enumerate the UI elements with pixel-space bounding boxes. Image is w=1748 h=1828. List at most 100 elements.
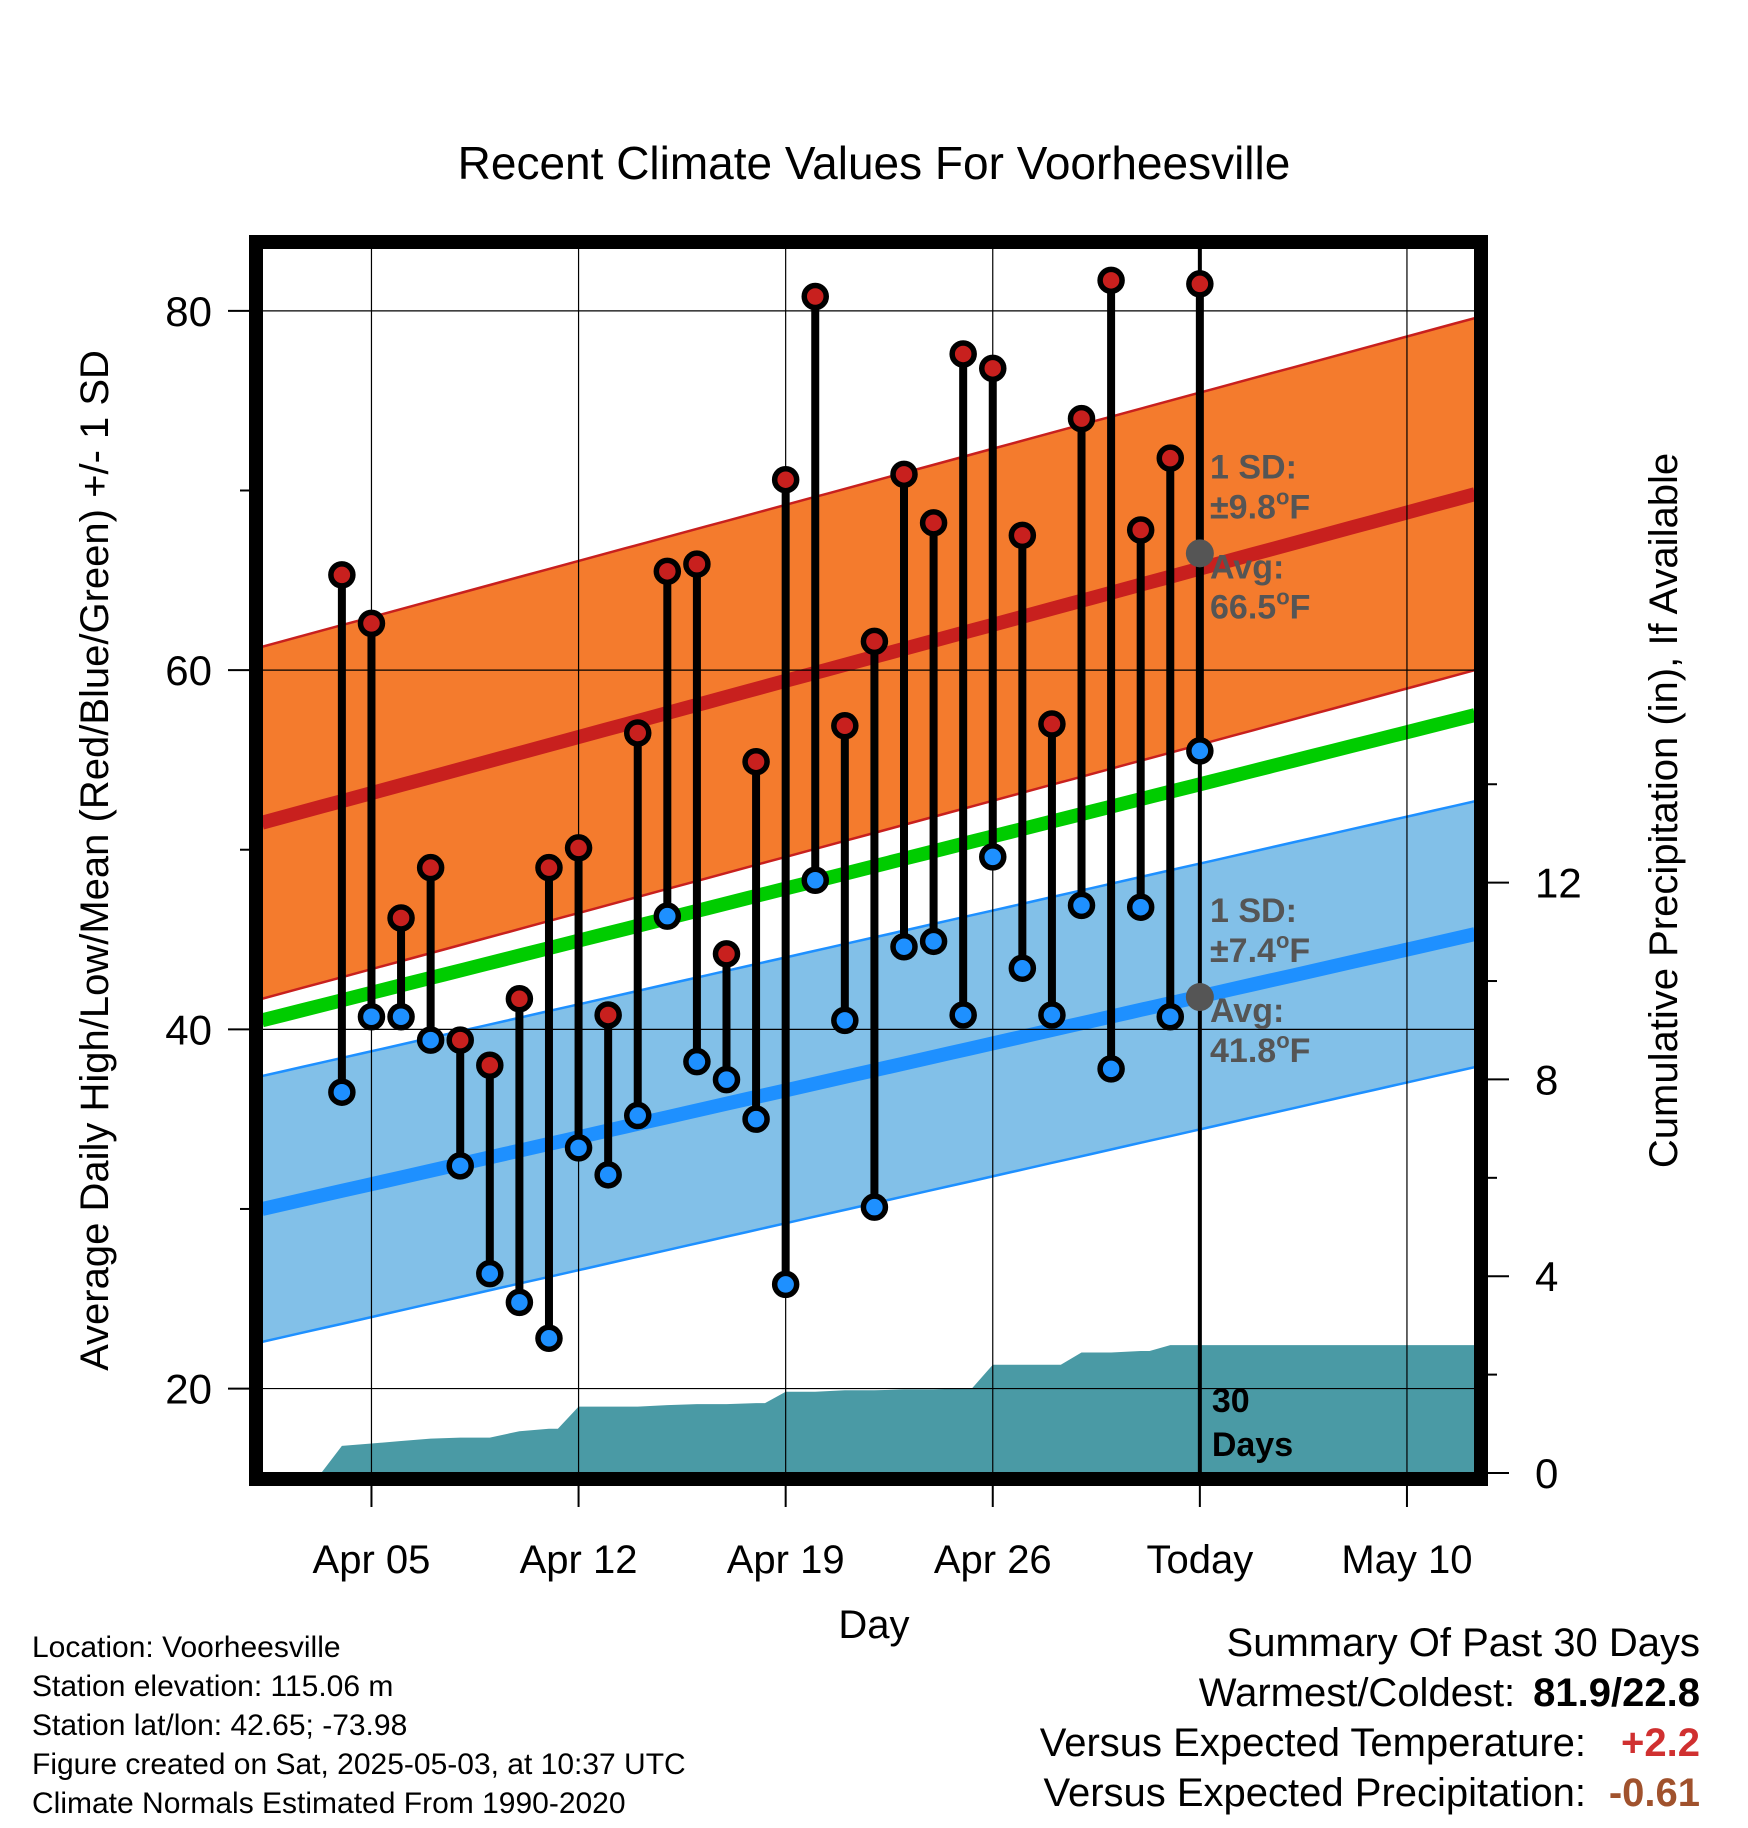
low-point <box>771 1270 800 1299</box>
precip-label: Versus Expected Precipitation: <box>1043 1771 1586 1815</box>
low-point <box>1126 893 1155 921</box>
high-point <box>416 853 445 882</box>
y-right-tick-label: 12 <box>1535 860 1582 907</box>
x-tick-label: Today <box>1146 1538 1253 1582</box>
high-point <box>831 712 859 740</box>
high-point <box>1008 521 1037 550</box>
high-point <box>949 340 977 368</box>
low-point <box>1186 737 1214 765</box>
warmest-label: Warmest/Coldest: <box>1198 1671 1516 1715</box>
y-right-tick-label: 4 <box>1535 1253 1558 1300</box>
summary-precip-row: Versus Expected Precipitation: -0.61 <box>1040 1768 1700 1818</box>
high-point <box>712 940 741 968</box>
low-avg-value: 41.8oF <box>1210 1028 1310 1070</box>
high-sd-upper-line <box>262 316 1475 649</box>
low-point <box>1156 1003 1185 1031</box>
low-point <box>505 1288 534 1317</box>
normals-text: Climate Normals Estimated From 1990-2020 <box>32 1787 626 1820</box>
low-point <box>387 1003 415 1031</box>
high-sd-lower-line <box>262 668 1475 1001</box>
normal-mean-line <box>262 708 1475 1028</box>
low-avg-label: Avg: <box>1210 992 1284 1030</box>
high-point <box>1126 516 1155 544</box>
low-point <box>831 1006 859 1035</box>
y-left-axis-title: Average Daily High/Low/Mean (Red/Blue/Gr… <box>73 350 117 1371</box>
high-avg-marker <box>1185 539 1214 568</box>
precip-value: -0.61 <box>1608 1771 1700 1815</box>
high-point <box>594 1001 622 1029</box>
high-point <box>771 465 800 494</box>
low-point <box>919 927 948 956</box>
low-avg-marker <box>1185 983 1214 1012</box>
days-label-text: Days <box>1212 1426 1293 1464</box>
low-point <box>594 1161 622 1189</box>
y-right-tick-label: 8 <box>1535 1056 1558 1103</box>
high-point <box>387 904 415 932</box>
low-point <box>801 866 829 895</box>
low-point <box>742 1105 770 1133</box>
summary-warmest-row: Warmest/Coldest: 81.9/22.8 <box>1040 1668 1700 1718</box>
precip-area <box>262 1345 1475 1473</box>
high-point <box>1186 270 1214 298</box>
high-point <box>742 747 770 776</box>
low-point <box>949 1001 977 1029</box>
station-info: Location: Voorheesville Station elevatio… <box>32 1628 686 1823</box>
high-point <box>683 550 711 578</box>
low-point <box>1097 1055 1125 1083</box>
elevation-text: Station elevation: 115.06 m <box>32 1670 394 1703</box>
low-point <box>1008 954 1037 983</box>
low-point <box>446 1152 474 1180</box>
low-point <box>1067 891 1096 920</box>
temp-label: Versus Expected Temperature: <box>1039 1721 1586 1765</box>
low-point <box>623 1101 652 1130</box>
high-point <box>535 853 563 882</box>
high-avg-value: 66.5oF <box>1210 584 1310 626</box>
high-sd-value: ±9.8oF <box>1210 484 1310 526</box>
high-point <box>564 834 593 862</box>
high-point <box>476 1051 504 1080</box>
high-point <box>1156 444 1185 472</box>
y-right-axis-title: Cumulative Precipitation (in), If Availa… <box>1642 453 1686 1168</box>
chart-title: Recent Climate Values For Voorheesville <box>458 137 1291 189</box>
high-point <box>890 460 918 489</box>
x-tick-label: Apr 26 <box>934 1538 1052 1582</box>
high-point <box>1097 266 1125 295</box>
low-point <box>683 1047 711 1076</box>
y-left-tick-label: 60 <box>165 647 212 694</box>
low-point <box>860 1193 889 1221</box>
low-sd-value: ±7.4oF <box>1210 928 1310 970</box>
low-point <box>535 1324 563 1353</box>
summary-panel: Summary Of Past 30 Days Warmest/Coldest:… <box>1040 1618 1700 1818</box>
x-tick-label: Apr 12 <box>520 1538 638 1582</box>
x-tick-label: May 10 <box>1341 1538 1472 1582</box>
low-point <box>416 1026 445 1054</box>
low-point <box>979 843 1007 871</box>
high-point <box>979 354 1007 383</box>
high-point <box>446 1026 474 1054</box>
created-text: Figure created on Sat, 2025-05-03, at 10… <box>32 1748 686 1781</box>
y-left-tick-label: 80 <box>165 288 212 335</box>
plot-frame <box>249 235 1488 1486</box>
normal-high-line <box>262 487 1475 830</box>
high-avg-label: Avg: <box>1210 548 1284 586</box>
days-label-number: 30 <box>1212 1382 1250 1420</box>
high-point <box>1067 404 1096 433</box>
low-point <box>564 1134 593 1162</box>
y-left-tick-label: 20 <box>165 1366 212 1413</box>
low-point <box>712 1065 741 1094</box>
low-point <box>476 1259 504 1288</box>
summary-title: Summary Of Past 30 Days <box>1226 1621 1700 1665</box>
high-point <box>1038 710 1066 738</box>
y-right-tick-label: 0 <box>1535 1450 1558 1497</box>
low-point <box>328 1078 356 1106</box>
low-point <box>653 902 682 930</box>
high-point <box>919 509 948 537</box>
low-sd-label: 1 SD: <box>1210 892 1297 930</box>
low-point <box>357 1003 386 1031</box>
x-tick-label: Apr 05 <box>313 1538 431 1582</box>
summary-temp-row: Versus Expected Temperature: +2.2 <box>1040 1718 1700 1768</box>
high-point <box>623 719 652 747</box>
